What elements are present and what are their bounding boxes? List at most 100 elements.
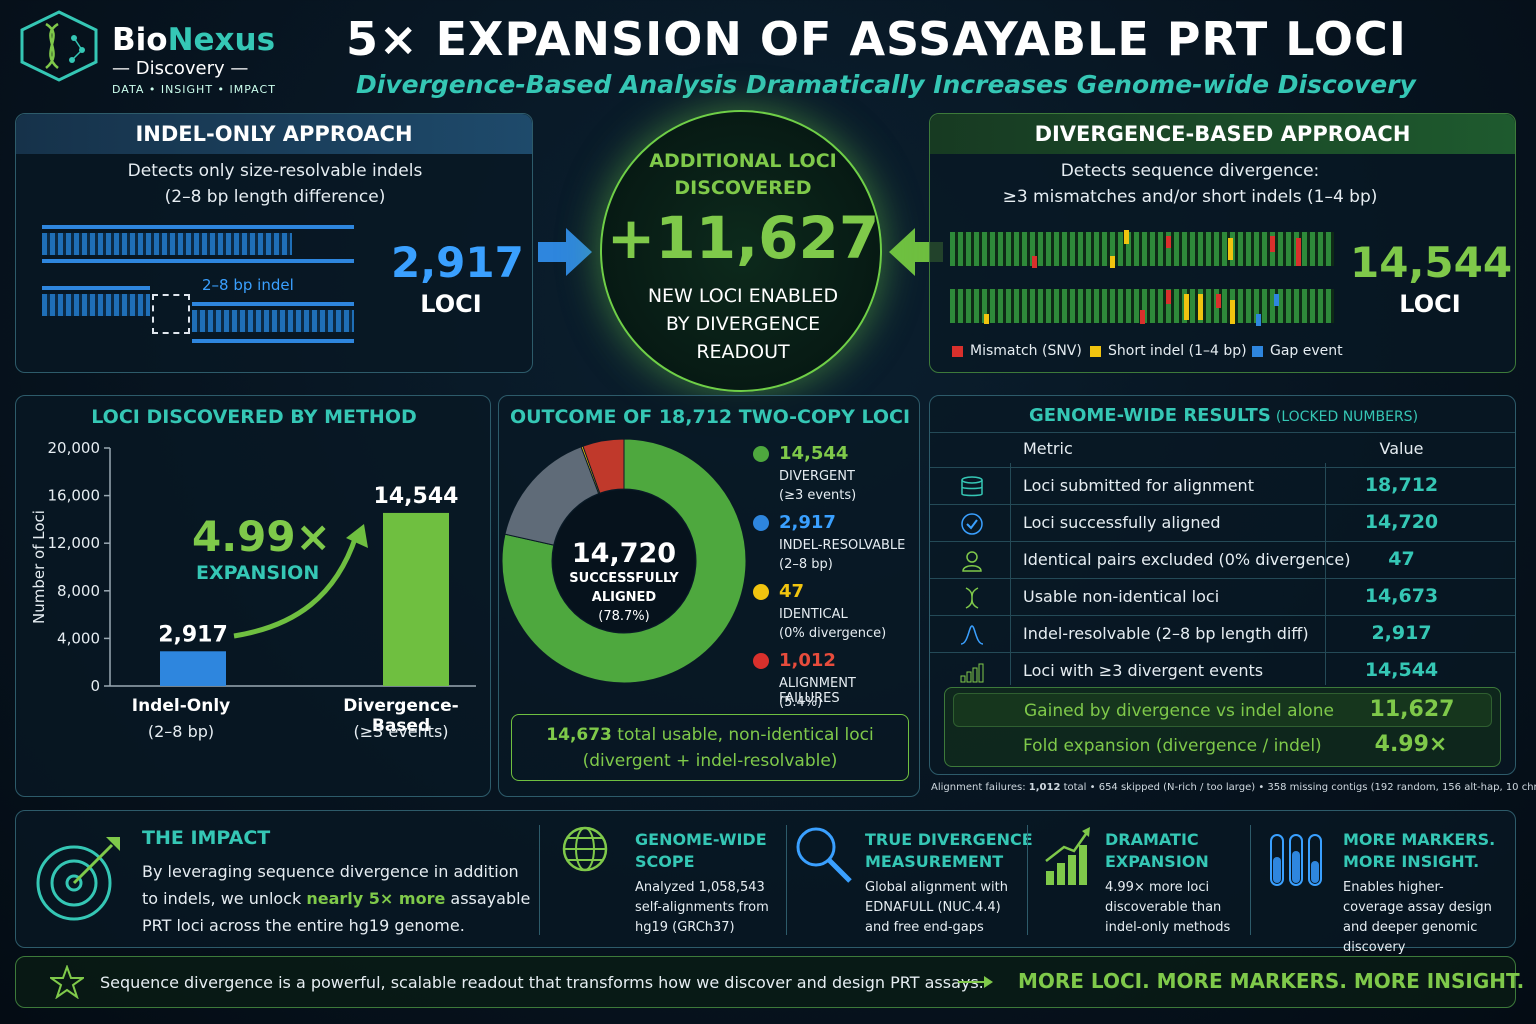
mismatch-mark (1216, 294, 1221, 308)
scope-text: Analyzed 1,058,543 self-alignments from … (635, 880, 769, 935)
footer-statement: Sequence divergence is a powerful, scala… (100, 973, 984, 992)
brand-subtitle: — Discovery — (112, 58, 249, 79)
markers-title-1: MORE MARKERS. (1343, 830, 1496, 849)
y-tick-label: 8,000 (57, 582, 100, 600)
results-table-panel: GENOME-WIDE RESULTS (LOCKED NUMBERS) Met… (929, 395, 1516, 775)
short-indel-mark (1198, 294, 1203, 320)
mismatch-mark (1166, 290, 1171, 304)
growth-chart-icon (1045, 827, 1090, 885)
divider (786, 825, 787, 935)
legend-sublabel-identical: (0% divergence) (779, 626, 887, 641)
center-value: +11,627 (606, 204, 880, 272)
x-tick-sublabel-2: (≥3 events) (353, 722, 449, 741)
indel-desc-2: (2–8 bp length difference) (164, 187, 386, 207)
donut-center-label-3: (78.7%) (598, 609, 650, 624)
x-tick-label-1: Indel-Only (131, 696, 231, 716)
sequence-line (192, 339, 354, 343)
metric-value: 2,917 (1371, 622, 1432, 644)
donut-center-label-2: ALIGNED (591, 590, 657, 605)
usable-loci-text: 14,673 total usable, non-identical loci (546, 725, 874, 745)
legend-swatch-gap (1252, 346, 1263, 357)
expansion-title-1: DRAMATIC (1105, 830, 1199, 849)
sequence-line (42, 225, 354, 229)
impact-text: By leveraging sequence divergence in add… (142, 862, 531, 935)
metric-label: Loci successfully aligned (1023, 513, 1221, 532)
legend-dot-indel (753, 515, 769, 531)
indel-only-panel: INDEL-ONLY APPROACH Detects only size-re… (15, 113, 533, 373)
scope-title-2: SCOPE (635, 852, 695, 871)
metric-value: 14,544 (1364, 659, 1439, 681)
table-header: Metric Value (930, 432, 1515, 463)
test-tubes-icon (1270, 834, 1322, 886)
divergence-panel: DIVERGENCE-BASED APPROACH Detects sequen… (929, 113, 1516, 373)
legend-label-short-indel: Short indel (1–4 bp) (1108, 343, 1247, 359)
metric-label: Loci submitted for alignment (1023, 476, 1254, 495)
bar-chart-title: LOCI DISCOVERED BY METHOD (91, 406, 417, 428)
page-subtitle: Divergence-Based Analysis Dramatically I… (356, 70, 1416, 99)
x-tick-label-2: Divergence-Based (343, 696, 459, 736)
y-tick-label: 0 (90, 677, 100, 695)
expansion-value: 4.99× (192, 512, 331, 561)
legend-dot-divergent (753, 446, 769, 462)
y-tick-label: 12,000 (48, 534, 101, 552)
sequence-strip (42, 294, 150, 316)
sequence-strip (42, 233, 292, 255)
highlight-box: Gained by divergence vs indel alone 11,6… (944, 687, 1501, 767)
short-indel-mark (984, 314, 989, 324)
additional-loci-circle: ADDITIONAL LOCI DISCOVERED +11,627 NEW L… (600, 110, 882, 392)
legend-swatch-short-indel (1090, 346, 1101, 357)
divergence-measure-title-1: TRUE DIVERGENCE (865, 830, 1033, 849)
column-divider (1325, 463, 1326, 685)
alignment-footnote: Alignment failures: 1,012 total • 654 sk… (931, 782, 1536, 793)
sequence-strip (950, 232, 1334, 266)
bar (160, 651, 226, 686)
indel-gap-box (152, 294, 190, 334)
star-icon (50, 965, 84, 999)
fold-value: 4.99× (1374, 732, 1448, 757)
legend-value-identical: 47 (779, 581, 805, 602)
bar (383, 512, 449, 686)
table-row: Loci with ≥3 divergent events 14,544 (930, 652, 1515, 689)
highlight-row-gained: Gained by divergence vs indel alone 11,6… (953, 693, 1492, 727)
sequence-strip (192, 310, 354, 332)
divergence-measure-title-2: MEASUREMENT (865, 852, 1004, 871)
column-divider (1010, 463, 1011, 685)
donut-slice (582, 438, 625, 494)
center-text-1: NEW LOCI ENABLED (647, 285, 839, 307)
gained-value: 11,627 (1369, 697, 1455, 722)
bar-value-label: 2,917 (158, 622, 228, 647)
table-row: Identical pairs excluded (0% divergence)… (930, 541, 1515, 578)
arrow-right-icon (538, 228, 592, 276)
column-header-metric: Metric (1023, 439, 1073, 458)
donut-slice (501, 438, 747, 684)
metric-label: Loci with ≥3 divergent events (1023, 661, 1264, 680)
magnifier-icon (796, 827, 852, 883)
brand-name: BioNexus (112, 22, 276, 58)
metric-label: Usable non-identical loci (1023, 587, 1220, 606)
usable-loci-subtext: (divergent + indel-resolvable) (582, 751, 838, 771)
donut-chart-panel: OUTCOME OF 18,712 TWO-COPY LOCI 14,720 S… (498, 395, 920, 797)
footer-banner: Sequence divergence is a powerful, scala… (15, 956, 1524, 1008)
divergence-panel-heading: DIVERGENCE-BASED APPROACH (930, 114, 1515, 154)
indel-panel-heading: INDEL-ONLY APPROACH (16, 114, 532, 154)
y-tick-label: 20,000 (48, 439, 101, 457)
divider (1250, 825, 1251, 935)
mismatch-mark (1140, 310, 1145, 324)
gained-label: Gained by divergence vs indel alone (1024, 701, 1334, 721)
bar-chart: 0 4,000 8,000 12,000 16,000 20,000 2,917 14,54… (30, 439, 476, 695)
donut-chart (501, 438, 747, 684)
results-title: GENOME-WIDE RESULTS (LOCKED NUMBERS) (1028, 405, 1419, 426)
column-header-value: Value (1379, 439, 1424, 458)
y-tick-label: 16,000 (48, 487, 101, 505)
metric-value: 14,720 (1364, 511, 1439, 533)
metric-value: 14,673 (1364, 585, 1439, 607)
short-indel-mark (1124, 230, 1129, 244)
short-indel-mark (1184, 294, 1189, 320)
center-text-2: BY DIVERGENCE (665, 313, 821, 335)
table-row: Loci successfully aligned 14,720 (930, 504, 1515, 541)
indel-label: 2–8 bp indel (202, 276, 294, 294)
legend-dot-failures (753, 653, 769, 669)
legend-sublabel-indel: (2–8 bp) (779, 557, 833, 572)
scope-title-1: GENOME-WIDE (635, 830, 767, 849)
arrow-right-icon (958, 976, 993, 988)
